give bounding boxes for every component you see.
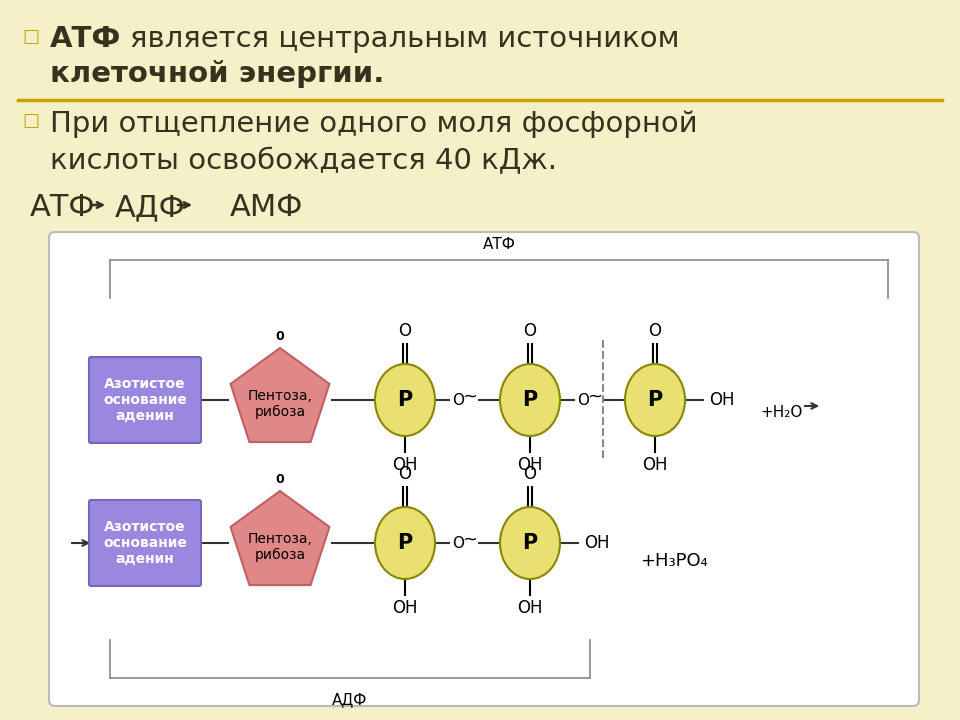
Text: +H₂O: +H₂O bbox=[760, 405, 803, 420]
Text: O: O bbox=[523, 322, 537, 340]
Polygon shape bbox=[230, 491, 329, 585]
Text: АМФ: АМФ bbox=[230, 193, 303, 222]
Text: АТФ: АТФ bbox=[30, 193, 95, 222]
Text: O: O bbox=[452, 392, 464, 408]
Text: OH: OH bbox=[393, 456, 418, 474]
Text: АТФ: АТФ bbox=[50, 25, 121, 53]
Text: O: O bbox=[523, 465, 537, 483]
Text: P: P bbox=[522, 390, 538, 410]
Text: Азотистое
основание
аденин: Азотистое основание аденин bbox=[103, 377, 187, 423]
Text: OH: OH bbox=[584, 534, 610, 552]
Text: 0: 0 bbox=[276, 473, 284, 486]
Text: OH: OH bbox=[517, 456, 542, 474]
Text: АДФ: АДФ bbox=[115, 193, 185, 222]
Text: P: P bbox=[522, 533, 538, 553]
Text: является центральным источником: является центральным источником bbox=[130, 25, 680, 53]
Text: ~: ~ bbox=[588, 388, 603, 406]
Text: O: O bbox=[398, 322, 412, 340]
Ellipse shape bbox=[625, 364, 685, 436]
Text: 0: 0 bbox=[276, 330, 284, 343]
Text: OH: OH bbox=[393, 599, 418, 617]
Polygon shape bbox=[230, 348, 329, 442]
Text: клеточной энергии.: клеточной энергии. bbox=[50, 60, 384, 88]
Text: Пентоза,
рибоза: Пентоза, рибоза bbox=[248, 532, 312, 562]
Text: P: P bbox=[647, 390, 662, 410]
Text: P: P bbox=[397, 390, 413, 410]
Text: кислоты освобождается 40 кДж.: кислоты освобождается 40 кДж. bbox=[50, 147, 557, 175]
Text: OH: OH bbox=[709, 391, 734, 409]
FancyBboxPatch shape bbox=[89, 500, 201, 586]
Text: При отщепление одного моля фосфорной: При отщепление одного моля фосфорной bbox=[50, 110, 698, 138]
Text: O: O bbox=[649, 322, 661, 340]
Text: АТФ: АТФ bbox=[483, 237, 516, 252]
Ellipse shape bbox=[500, 507, 560, 579]
FancyBboxPatch shape bbox=[89, 357, 201, 443]
Text: +H₃PO₄: +H₃PO₄ bbox=[640, 552, 708, 570]
Text: O: O bbox=[452, 536, 464, 551]
Ellipse shape bbox=[375, 507, 435, 579]
Text: P: P bbox=[397, 533, 413, 553]
Text: Пентоза,
рибоза: Пентоза, рибоза bbox=[248, 389, 312, 419]
Text: □: □ bbox=[22, 28, 39, 46]
Text: ~: ~ bbox=[463, 388, 477, 406]
Ellipse shape bbox=[500, 364, 560, 436]
Text: Азотистое
основание
аденин: Азотистое основание аденин bbox=[103, 520, 187, 566]
Text: ~: ~ bbox=[463, 531, 477, 549]
Text: АДФ: АДФ bbox=[332, 692, 368, 707]
Text: OH: OH bbox=[517, 599, 542, 617]
Text: O: O bbox=[398, 465, 412, 483]
Text: □: □ bbox=[22, 112, 39, 130]
Text: O: O bbox=[577, 392, 589, 408]
Text: OH: OH bbox=[642, 456, 668, 474]
Ellipse shape bbox=[375, 364, 435, 436]
FancyBboxPatch shape bbox=[49, 232, 919, 706]
